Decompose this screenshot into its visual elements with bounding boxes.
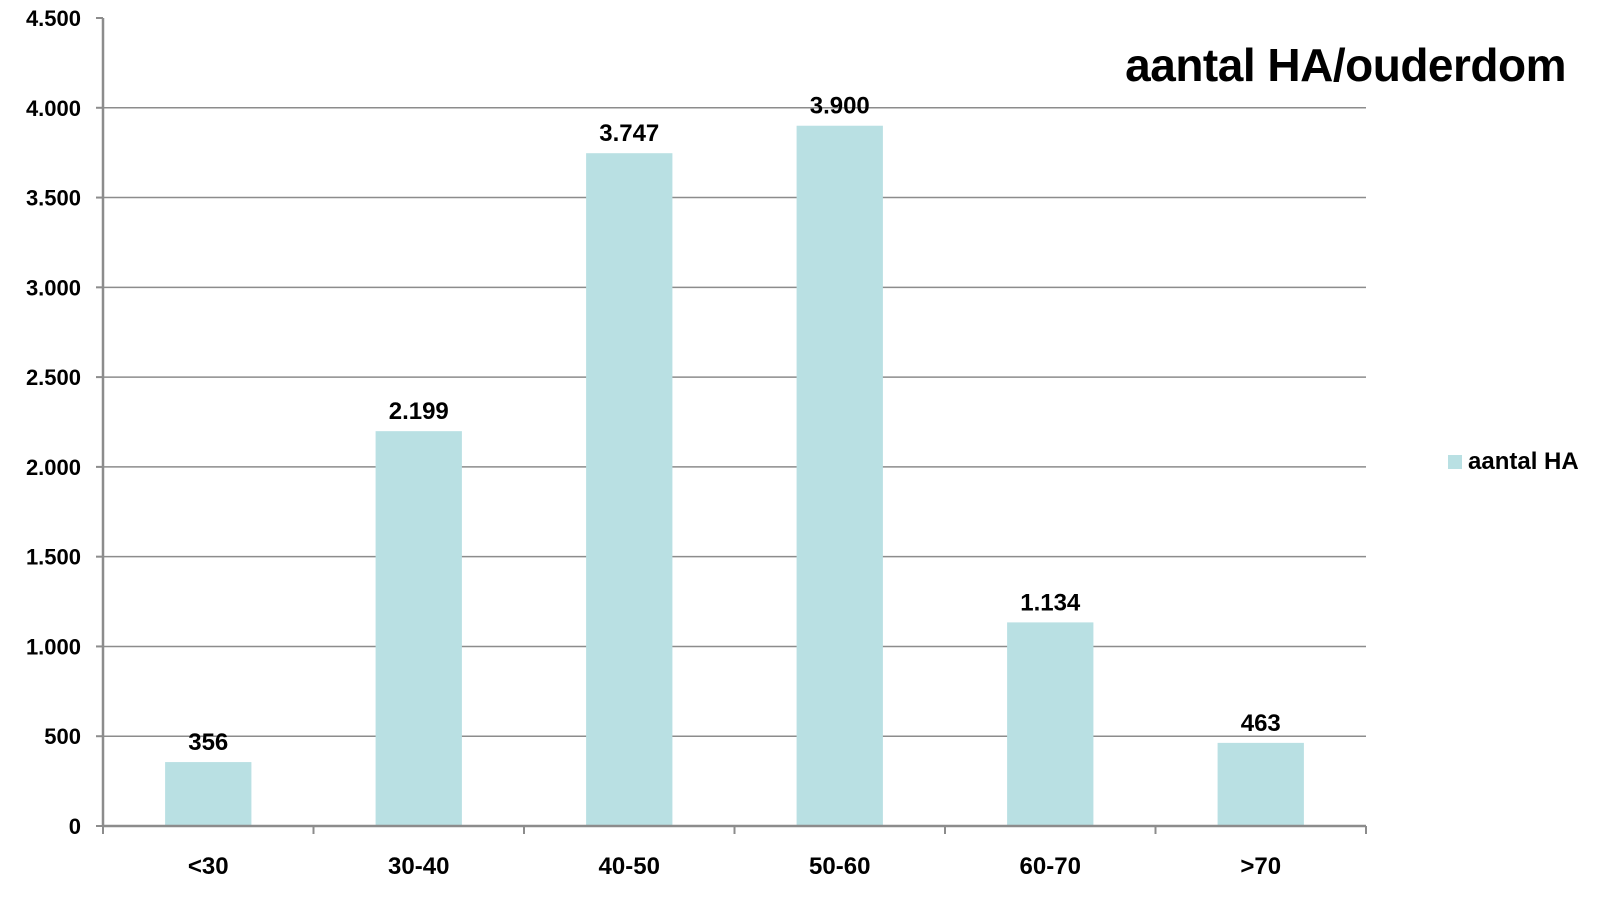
bar (1007, 622, 1094, 826)
y-tick-label: 2.500 (26, 365, 81, 390)
bars (165, 125, 1304, 827)
y-tick-label: 4.000 (26, 96, 81, 121)
x-tick-label: 30-40 (388, 853, 449, 880)
bar (1217, 742, 1304, 826)
y-tick-label: 1.000 (26, 634, 81, 659)
x-tick-label: 50-60 (809, 853, 870, 880)
gridlines (103, 107, 1366, 737)
bar (586, 153, 673, 827)
legend-label: aantal HA (1468, 448, 1579, 475)
axes (96, 17, 1367, 834)
x-tick-label: 60-70 (1020, 853, 1081, 880)
y-tick-label: 0 (69, 814, 81, 839)
data-label: 463 (1241, 710, 1281, 737)
labels: 0 500 1.000 1.500 2.000 2.500 3.000 3.500 4.000 4… (26, 6, 1281, 880)
y-tick-label: 4.500 (26, 6, 81, 31)
bar (796, 125, 883, 826)
data-label: 2.199 (389, 398, 449, 425)
y-tick-label: 500 (44, 724, 81, 749)
data-label: 1.134 (1020, 589, 1081, 616)
data-label: 3.747 (599, 120, 659, 147)
x-tick-label: >70 (1240, 853, 1281, 880)
y-tick-label: 2.000 (26, 455, 81, 480)
data-label: 356 (188, 729, 228, 756)
y-tick-label: 3.000 (26, 275, 81, 300)
legend-swatch (1448, 455, 1462, 469)
y-tick-label: 1.500 (26, 545, 81, 570)
bar (375, 431, 462, 826)
data-label: 3.900 (810, 93, 870, 120)
legend: aantal HA (1448, 448, 1579, 476)
chart-title: aantal HA/ouderdom (1125, 39, 1566, 91)
y-tick-label: 3.500 (26, 186, 81, 211)
bar (165, 762, 252, 826)
x-tick-label: <30 (188, 853, 229, 880)
x-tick-label: 40-50 (599, 853, 660, 880)
